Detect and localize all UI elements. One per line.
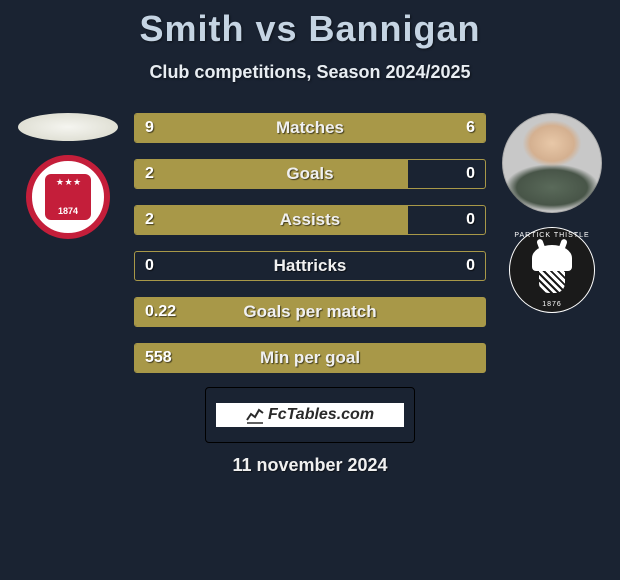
left-column <box>8 113 128 373</box>
bar-fill-left <box>135 206 408 234</box>
bar-fill-left <box>135 160 408 188</box>
stat-value-right: 0 <box>466 211 475 229</box>
stat-row: 9 Matches 6 <box>134 113 486 143</box>
stat-bars: 9 Matches 6 2 Goals 0 2 Assists 0 0 Hattricks 0 0.22… <box>128 113 492 373</box>
player-right-avatar <box>502 113 602 213</box>
partick-ring-top: PARTICK THISTLE <box>514 232 589 239</box>
brand-box[interactable]: FcTables.com <box>205 387 415 443</box>
right-club-crest: PARTICK THISTLE 1876 <box>509 227 595 313</box>
left-club-crest <box>26 155 110 239</box>
stat-label: Min per goal <box>260 348 360 368</box>
stat-value-right: 6 <box>466 119 475 137</box>
chart-icon <box>246 406 264 424</box>
bar-fill-right <box>345 114 485 142</box>
stat-value-right: 0 <box>466 165 475 183</box>
stat-value-left: 0 <box>145 257 154 275</box>
stat-row: 0 Hattricks 0 <box>134 251 486 281</box>
stat-label: Assists <box>280 210 340 230</box>
player-left-avatar <box>18 113 118 141</box>
stat-value-left: 558 <box>145 349 172 367</box>
stat-row: 0.22 Goals per match <box>134 297 486 327</box>
stat-value-left: 2 <box>145 211 154 229</box>
brand-logo: FcTables.com <box>216 403 404 427</box>
stat-label: Goals per match <box>243 302 376 322</box>
subtitle: Club competitions, Season 2024/2025 <box>0 62 620 83</box>
thistle-icon <box>529 245 575 295</box>
stat-value-right: 0 <box>466 257 475 275</box>
stat-value-left: 0.22 <box>145 303 176 321</box>
stat-label: Hattricks <box>274 256 347 276</box>
footer-date: 11 november 2024 <box>0 455 620 476</box>
stat-label: Goals <box>286 164 333 184</box>
hamilton-shield-icon <box>45 174 91 220</box>
header: Smith vs Bannigan Club competitions, Sea… <box>0 0 620 83</box>
comparison-content: 9 Matches 6 2 Goals 0 2 Assists 0 0 Hattricks 0 0.22… <box>0 113 620 373</box>
stat-row: 2 Assists 0 <box>134 205 486 235</box>
stat-value-left: 9 <box>145 119 154 137</box>
brand-text: FcTables.com <box>268 406 374 424</box>
stat-row: 2 Goals 0 <box>134 159 486 189</box>
partick-ring-bottom: 1876 <box>542 301 562 308</box>
stat-label: Matches <box>276 118 344 138</box>
right-column: PARTICK THISTLE 1876 <box>492 113 612 373</box>
page-title: Smith vs Bannigan <box>0 8 620 50</box>
stat-row: 558 Min per goal <box>134 343 486 373</box>
stat-value-left: 2 <box>145 165 154 183</box>
